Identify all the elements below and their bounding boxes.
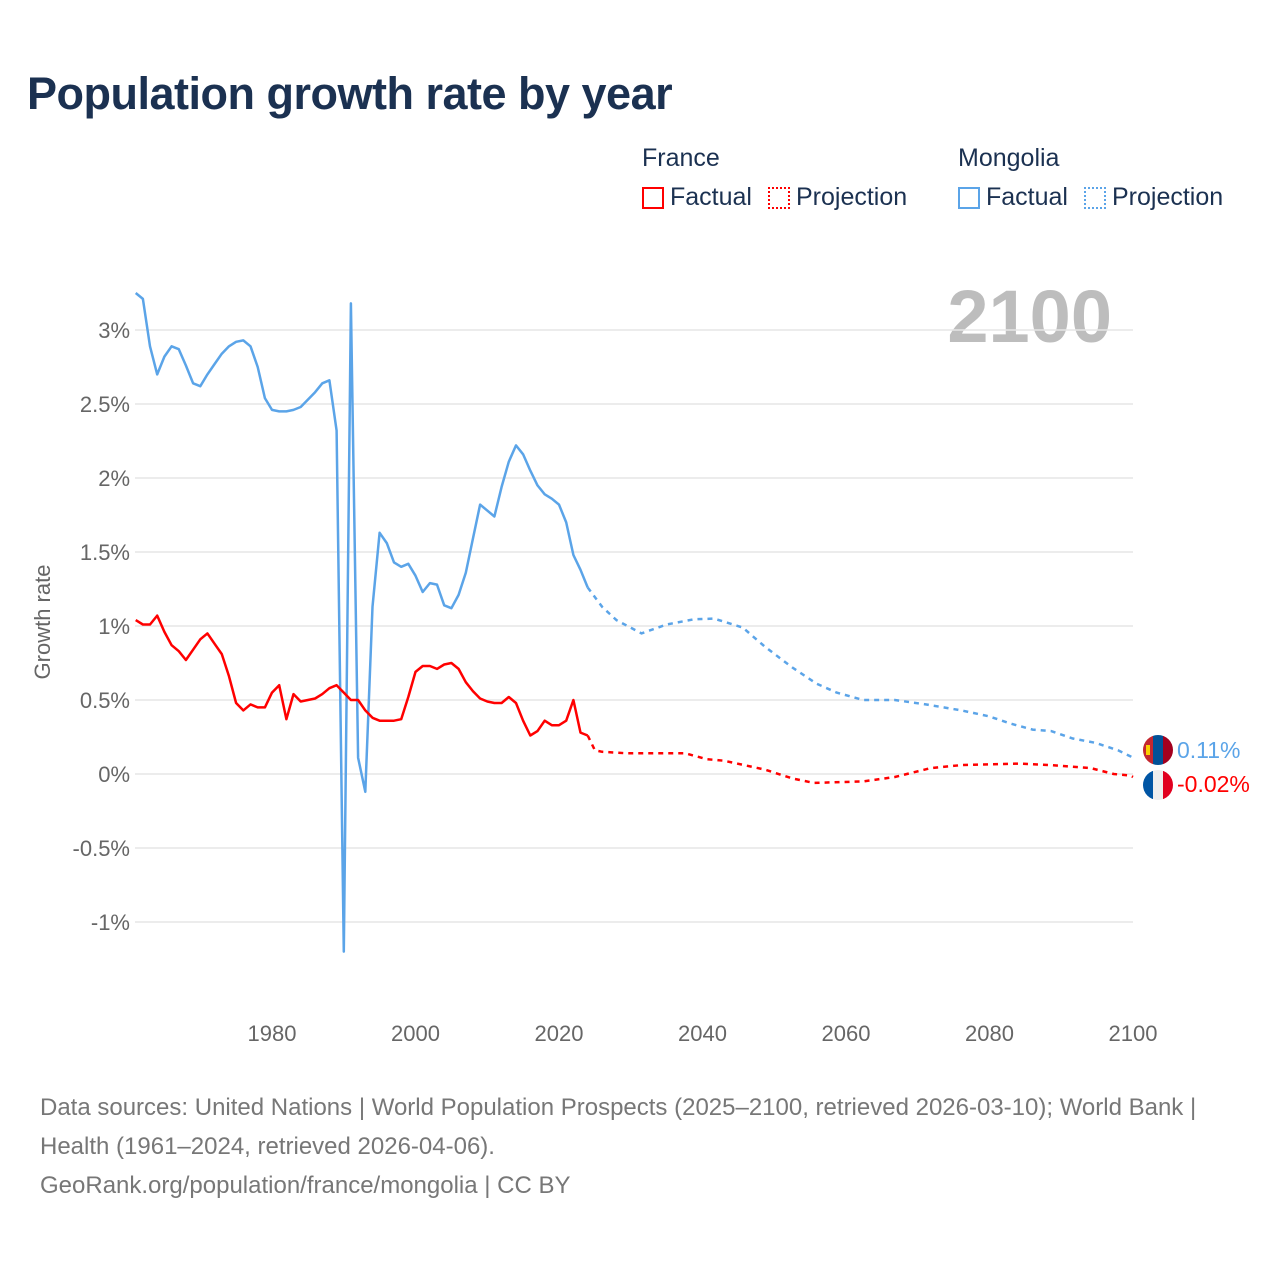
legend-france: France Factual Projection <box>642 144 907 212</box>
legend-swatch-solid <box>642 186 664 209</box>
credit-link[interactable]: GeoRank.org/population/france/mongolia |… <box>40 1172 571 1199</box>
legend-mongolia-factual[interactable]: Factual <box>958 183 1068 212</box>
y-tick-label: 0% <box>98 762 130 787</box>
y-tick-label: 1.5% <box>80 540 130 565</box>
legend-swatch-dotted <box>767 186 790 209</box>
y-axis-label: Growth rate <box>30 565 55 680</box>
legend-swatch-solid <box>958 186 980 209</box>
y-tick-label: 2% <box>98 466 130 491</box>
mongolia-projection-line <box>586 586 1134 759</box>
footer: Data sources: United Nations | World Pop… <box>40 1088 1240 1205</box>
france-projection-line <box>586 734 1134 785</box>
x-tick-label: 2060 <box>822 1021 871 1046</box>
legend-label: Factual <box>986 183 1068 211</box>
mongolia-factual-line <box>134 292 589 953</box>
france-end-label: -0.02% <box>1177 771 1250 797</box>
mongolia-flag-icon <box>1143 735 1173 765</box>
y-tick-label: 1% <box>98 614 130 639</box>
legend-label: Factual <box>670 183 752 211</box>
legend-mongolia: Mongolia Factual Projection <box>958 144 1223 212</box>
france-factual-line <box>135 614 589 737</box>
y-tick-label: -0.5% <box>73 836 130 861</box>
x-tick-label: 2020 <box>535 1021 584 1046</box>
legend-mongolia-title: Mongolia <box>958 144 1060 172</box>
x-tick-label: 2000 <box>391 1021 440 1046</box>
legend-france-projection[interactable]: Projection <box>767 183 908 212</box>
legend-label: Projection <box>1111 183 1224 211</box>
y-tick-label: 3% <box>98 318 130 343</box>
x-tick-label: 2040 <box>678 1021 727 1046</box>
data-sources: Data sources: United Nations | World Pop… <box>40 1094 1197 1160</box>
france-flag-icon <box>1143 770 1173 800</box>
legend-mongolia-projection[interactable]: Projection <box>1083 183 1224 212</box>
legend-france-title: France <box>642 144 720 172</box>
y-tick-label: 2.5% <box>80 392 130 417</box>
x-tick-label: 2100 <box>1109 1021 1158 1046</box>
y-tick-label: 0.5% <box>80 688 130 713</box>
y-tick-label: -1% <box>91 910 130 935</box>
year-display: 2100 <box>947 275 1112 358</box>
legend-france-factual[interactable]: Factual <box>642 183 752 212</box>
legend-label: Projection <box>795 183 908 211</box>
x-tick-label: 2080 <box>965 1021 1014 1046</box>
x-tick-label: 1980 <box>248 1021 297 1046</box>
mongolia-end-label: 0.11% <box>1177 737 1241 763</box>
legend-swatch-dotted <box>1083 186 1106 209</box>
chart-title: Population growth rate by year <box>27 68 673 119</box>
